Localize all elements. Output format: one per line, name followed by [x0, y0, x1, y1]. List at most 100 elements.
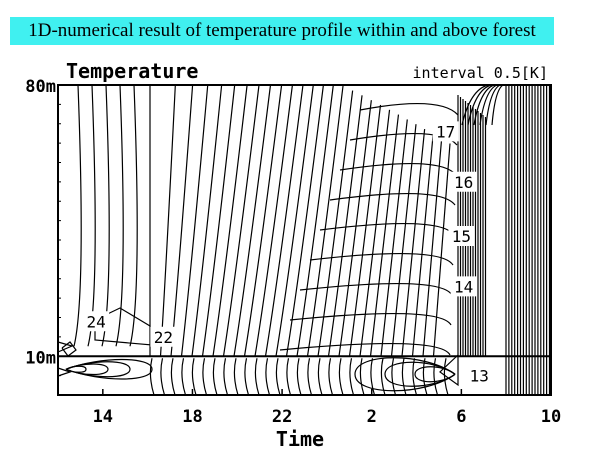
- contour-line: [467, 84, 492, 126]
- contour-line: [149, 358, 155, 396]
- banner-title: 1D-numerical result of temperature profi…: [28, 20, 536, 41]
- x-tick-label: 22: [272, 407, 292, 427]
- contour-line: [191, 84, 223, 357]
- contour-line: [359, 102, 459, 116]
- x-tick-label: 10: [541, 407, 561, 427]
- contour-line: [223, 358, 229, 396]
- contour-label: 15: [452, 227, 471, 246]
- contour-line: [254, 84, 294, 357]
- contour-label-group: 24 22 17 16 15 14 13: [83, 121, 493, 386]
- contour-line: [299, 283, 453, 296]
- contour-line: [202, 358, 208, 396]
- contour-line: [380, 358, 386, 396]
- contour-line: [414, 366, 456, 383]
- contour-line: [101, 84, 110, 347]
- contour-line: [485, 84, 501, 126]
- contour-line: [422, 138, 443, 357]
- contour-line: [289, 312, 452, 326]
- contour-line: [348, 104, 382, 357]
- contour-line: [370, 358, 376, 396]
- contour-lines: [57, 84, 551, 396]
- contour-line: [222, 84, 260, 357]
- contour-line: [309, 253, 454, 266]
- contour-label: 16: [454, 173, 473, 192]
- contour-label-bg: [150, 326, 177, 347]
- contour-line: [401, 358, 407, 396]
- contour-line: [191, 358, 197, 396]
- contour-label: 14: [454, 277, 473, 296]
- contour-line: [264, 84, 304, 357]
- contour-label-bg: [466, 365, 493, 386]
- contour-line: [359, 358, 365, 396]
- contour-line: [286, 358, 292, 396]
- contour-line: [328, 358, 334, 396]
- contour-line: [401, 128, 426, 357]
- contour-line: [254, 358, 260, 396]
- contour-line: [285, 84, 324, 357]
- contour-line: [491, 84, 504, 126]
- contour-line: [181, 358, 187, 396]
- contour-label: 22: [154, 328, 173, 347]
- contour-line: [73, 84, 82, 347]
- contour-label: 13: [470, 367, 489, 386]
- contour-line: [233, 84, 272, 357]
- contour-line: [369, 114, 400, 357]
- contour-line: [338, 358, 344, 396]
- contour-label-bg: [448, 226, 475, 246]
- contour-line: [212, 358, 218, 396]
- contour-line: [443, 358, 449, 396]
- contour-line: [87, 84, 96, 347]
- contour-line: [65, 363, 109, 376]
- contour-line: [244, 358, 250, 396]
- contour-line: [65, 361, 131, 378]
- contour-line: [461, 84, 489, 126]
- chart-title: Temperature: [66, 59, 198, 83]
- x-tick-label: 18: [182, 407, 202, 427]
- contour-line: [170, 358, 176, 396]
- contour-label: 17: [436, 122, 455, 141]
- x-tick-label: 2: [367, 407, 377, 427]
- contour-line: [439, 354, 459, 387]
- y-tick-label: 10m: [25, 348, 56, 368]
- title-banner: 1D-numerical result of temperature profi…: [10, 17, 554, 45]
- contour-line: [129, 84, 138, 347]
- contour-line: [61, 341, 77, 357]
- contour-line: [307, 358, 313, 396]
- contour-line: [391, 358, 397, 396]
- contour-line: [296, 84, 334, 357]
- contour-line: [327, 95, 363, 357]
- contour-line: [349, 358, 355, 396]
- contour-line: [329, 192, 456, 206]
- x-axis-label: Time: [276, 427, 324, 450]
- x-tick-label: 14: [93, 407, 113, 427]
- contour-line: [433, 358, 439, 396]
- x-tick-label: 6: [456, 407, 466, 427]
- contour-line: [384, 361, 456, 387]
- interval-annotation: interval 0.5[K]: [413, 64, 548, 82]
- contour-line: [170, 84, 194, 357]
- contour-line: [354, 357, 456, 392]
- contour-line: [265, 358, 271, 396]
- contour-line: [473, 84, 495, 126]
- contour-line: [159, 84, 176, 357]
- contour-line: [432, 143, 451, 357]
- contour-line: [65, 358, 153, 380]
- contour-line: [380, 119, 408, 357]
- contour-line: [160, 358, 166, 396]
- contour-line: [317, 358, 323, 396]
- contour-line: [296, 358, 302, 396]
- contour-line: [243, 84, 283, 357]
- contour-line: [57, 341, 74, 353]
- y-tick-label: 80m: [25, 77, 56, 97]
- contour-line: [412, 358, 418, 396]
- contour-label: 24: [86, 312, 105, 331]
- plot-frame: [57, 84, 552, 396]
- contour-label-bg: [450, 171, 477, 192]
- contour-line: [57, 367, 72, 377]
- contour-line: [339, 162, 457, 176]
- contour-line: [317, 90, 354, 357]
- contour-label-bg: [450, 276, 477, 297]
- contour-line: [275, 84, 314, 357]
